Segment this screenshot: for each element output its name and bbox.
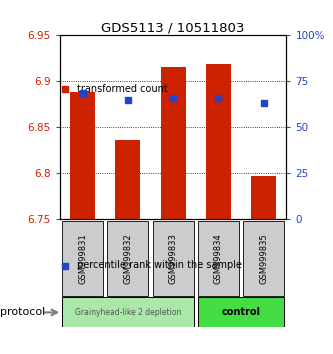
Text: Grainyhead-like 2 depletion: Grainyhead-like 2 depletion (75, 308, 181, 317)
Bar (153, 221, 193, 296)
Bar (161, 67, 185, 219)
Text: GSM999835: GSM999835 (259, 233, 268, 284)
Text: percentile rank within the sample: percentile rank within the sample (77, 261, 241, 270)
Text: GSM999834: GSM999834 (214, 233, 223, 284)
Bar (243, 221, 284, 296)
Bar (116, 140, 140, 219)
Text: GSM999833: GSM999833 (168, 233, 178, 284)
Text: protocol: protocol (0, 307, 45, 318)
Bar (206, 64, 231, 219)
Bar (198, 297, 284, 327)
Bar (108, 221, 148, 296)
Text: GSM999831: GSM999831 (78, 233, 87, 284)
Bar (70, 92, 95, 219)
Bar (251, 176, 276, 219)
Text: transformed count: transformed count (77, 84, 167, 93)
Text: GSM999832: GSM999832 (123, 233, 133, 284)
Title: GDS5113 / 10511803: GDS5113 / 10511803 (102, 21, 245, 34)
Bar (62, 221, 103, 296)
Text: control: control (221, 307, 261, 318)
Bar (62, 297, 193, 327)
Bar (198, 221, 239, 296)
